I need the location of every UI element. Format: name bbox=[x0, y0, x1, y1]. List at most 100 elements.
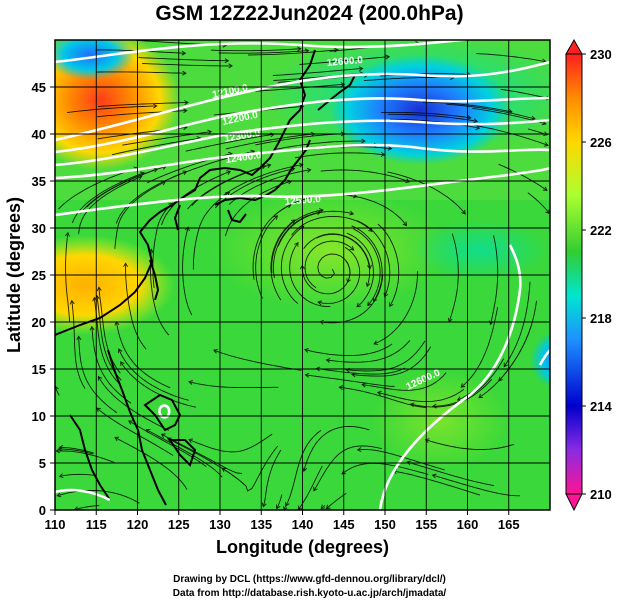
streamline-arrow bbox=[466, 115, 472, 120]
streamline bbox=[150, 249, 170, 336]
height-contours bbox=[55, 40, 550, 510]
streamline bbox=[192, 191, 230, 270]
streamline-arrow bbox=[317, 300, 323, 306]
streamline-arrow bbox=[294, 241, 299, 247]
streamline-arrow bbox=[372, 297, 378, 303]
colorbar-tick-label: 222 bbox=[590, 223, 612, 238]
streamline-arrow bbox=[349, 246, 355, 251]
streamline-arrow bbox=[302, 467, 308, 472]
streamline bbox=[280, 225, 304, 304]
streamline bbox=[96, 407, 174, 456]
streamline bbox=[373, 271, 419, 345]
streamline-arrow bbox=[226, 170, 232, 175]
streamline-arrow bbox=[184, 226, 190, 232]
y-tick-label: 20 bbox=[32, 315, 46, 330]
streamline-arrow bbox=[123, 262, 128, 268]
streamline-arrow bbox=[296, 46, 302, 52]
streamline bbox=[275, 140, 365, 150]
streamline bbox=[446, 103, 536, 120]
streamline-arrow bbox=[188, 380, 194, 385]
streamline-arrow bbox=[114, 436, 120, 442]
streamline-arrow bbox=[530, 115, 536, 121]
streamline-arrow bbox=[290, 219, 296, 224]
streamline bbox=[213, 349, 302, 371]
x-axis: 110 115 120 125 130 135 140 145 150 155 160 165 bbox=[45, 510, 520, 532]
streamline bbox=[191, 164, 271, 207]
streamline-arrow bbox=[290, 166, 296, 172]
colorbar-tick-label: 210 bbox=[590, 487, 612, 502]
streamline bbox=[476, 53, 546, 63]
streamline-arrow bbox=[349, 210, 355, 216]
x-tick-label: 135 bbox=[250, 517, 272, 532]
streamline bbox=[262, 449, 282, 507]
streamline bbox=[285, 430, 322, 506]
streamline-arrow bbox=[184, 100, 189, 105]
streamline bbox=[410, 378, 493, 408]
streamline bbox=[305, 374, 395, 387]
streamline-arrow bbox=[273, 215, 279, 220]
streamline-arrow bbox=[325, 504, 331, 510]
streamline bbox=[67, 105, 157, 114]
streamline bbox=[320, 274, 384, 324]
streamline-arrow bbox=[424, 438, 430, 444]
streamline bbox=[362, 372, 447, 391]
streamline-arrow bbox=[367, 301, 372, 307]
streamline bbox=[161, 433, 243, 474]
streamline-arrow bbox=[325, 357, 331, 363]
streamline-arrow bbox=[275, 504, 281, 510]
map-title: GSM 12Z22Jun2024 (200.0hPa) bbox=[155, 2, 464, 25]
streamline bbox=[294, 152, 385, 159]
streamline-arrow bbox=[140, 171, 145, 177]
streamline bbox=[313, 445, 382, 492]
streamline bbox=[254, 83, 345, 92]
gridlines bbox=[55, 40, 550, 510]
colorbar-tick-label: 226 bbox=[590, 135, 612, 150]
streamline bbox=[112, 137, 201, 156]
x-axis-label: Longitude (degrees) bbox=[215, 537, 389, 557]
streamline bbox=[425, 439, 514, 450]
streamline-arrow bbox=[473, 118, 479, 124]
streamline-arrow bbox=[306, 167, 312, 173]
streamline bbox=[142, 63, 233, 67]
x-tick-label: 130 bbox=[209, 517, 231, 532]
streamline bbox=[221, 445, 279, 492]
streamline-arrow bbox=[361, 382, 367, 388]
streamline-arrow bbox=[213, 348, 218, 354]
streamline bbox=[478, 326, 532, 398]
streamline-arrow bbox=[460, 383, 466, 388]
streamline-arrow bbox=[96, 407, 101, 413]
y-axis: 0 5 10 15 20 25 30 35 40 45 bbox=[32, 80, 55, 518]
credit-data: Data from http://database.rish.kyoto-u.a… bbox=[172, 588, 447, 599]
streamline-arrow bbox=[148, 248, 154, 254]
streamline-arrow bbox=[356, 447, 362, 453]
streamline bbox=[320, 169, 410, 183]
streamline bbox=[317, 246, 361, 304]
streamline bbox=[74, 505, 100, 510]
streamline bbox=[346, 340, 426, 372]
x-tick-label: 160 bbox=[457, 517, 479, 532]
streamline-arrow bbox=[319, 208, 324, 213]
streamline bbox=[353, 228, 381, 306]
streamline-arrow bbox=[352, 193, 358, 199]
streamline bbox=[297, 465, 323, 510]
streamline-arrow bbox=[286, 203, 292, 209]
streamline bbox=[407, 461, 495, 487]
streamline-arrow bbox=[160, 433, 166, 438]
streamline bbox=[146, 429, 223, 478]
streamline bbox=[316, 367, 406, 375]
y-tick-label: 35 bbox=[32, 174, 46, 189]
streamline-arrow bbox=[380, 152, 386, 157]
streamline bbox=[138, 57, 229, 62]
streamline bbox=[276, 494, 283, 509]
streamline-arrow bbox=[56, 492, 62, 498]
streamline-arrow bbox=[89, 325, 95, 331]
streamline bbox=[218, 50, 309, 54]
streamline-arrow bbox=[503, 362, 508, 368]
streamline bbox=[214, 168, 295, 209]
streamline bbox=[115, 321, 171, 389]
streamline-arrow bbox=[166, 437, 172, 442]
y-tick-label: 25 bbox=[32, 268, 46, 283]
streamline-arrow bbox=[456, 396, 462, 401]
streamline-arrow bbox=[299, 104, 305, 110]
streamline-arrow bbox=[431, 473, 437, 479]
